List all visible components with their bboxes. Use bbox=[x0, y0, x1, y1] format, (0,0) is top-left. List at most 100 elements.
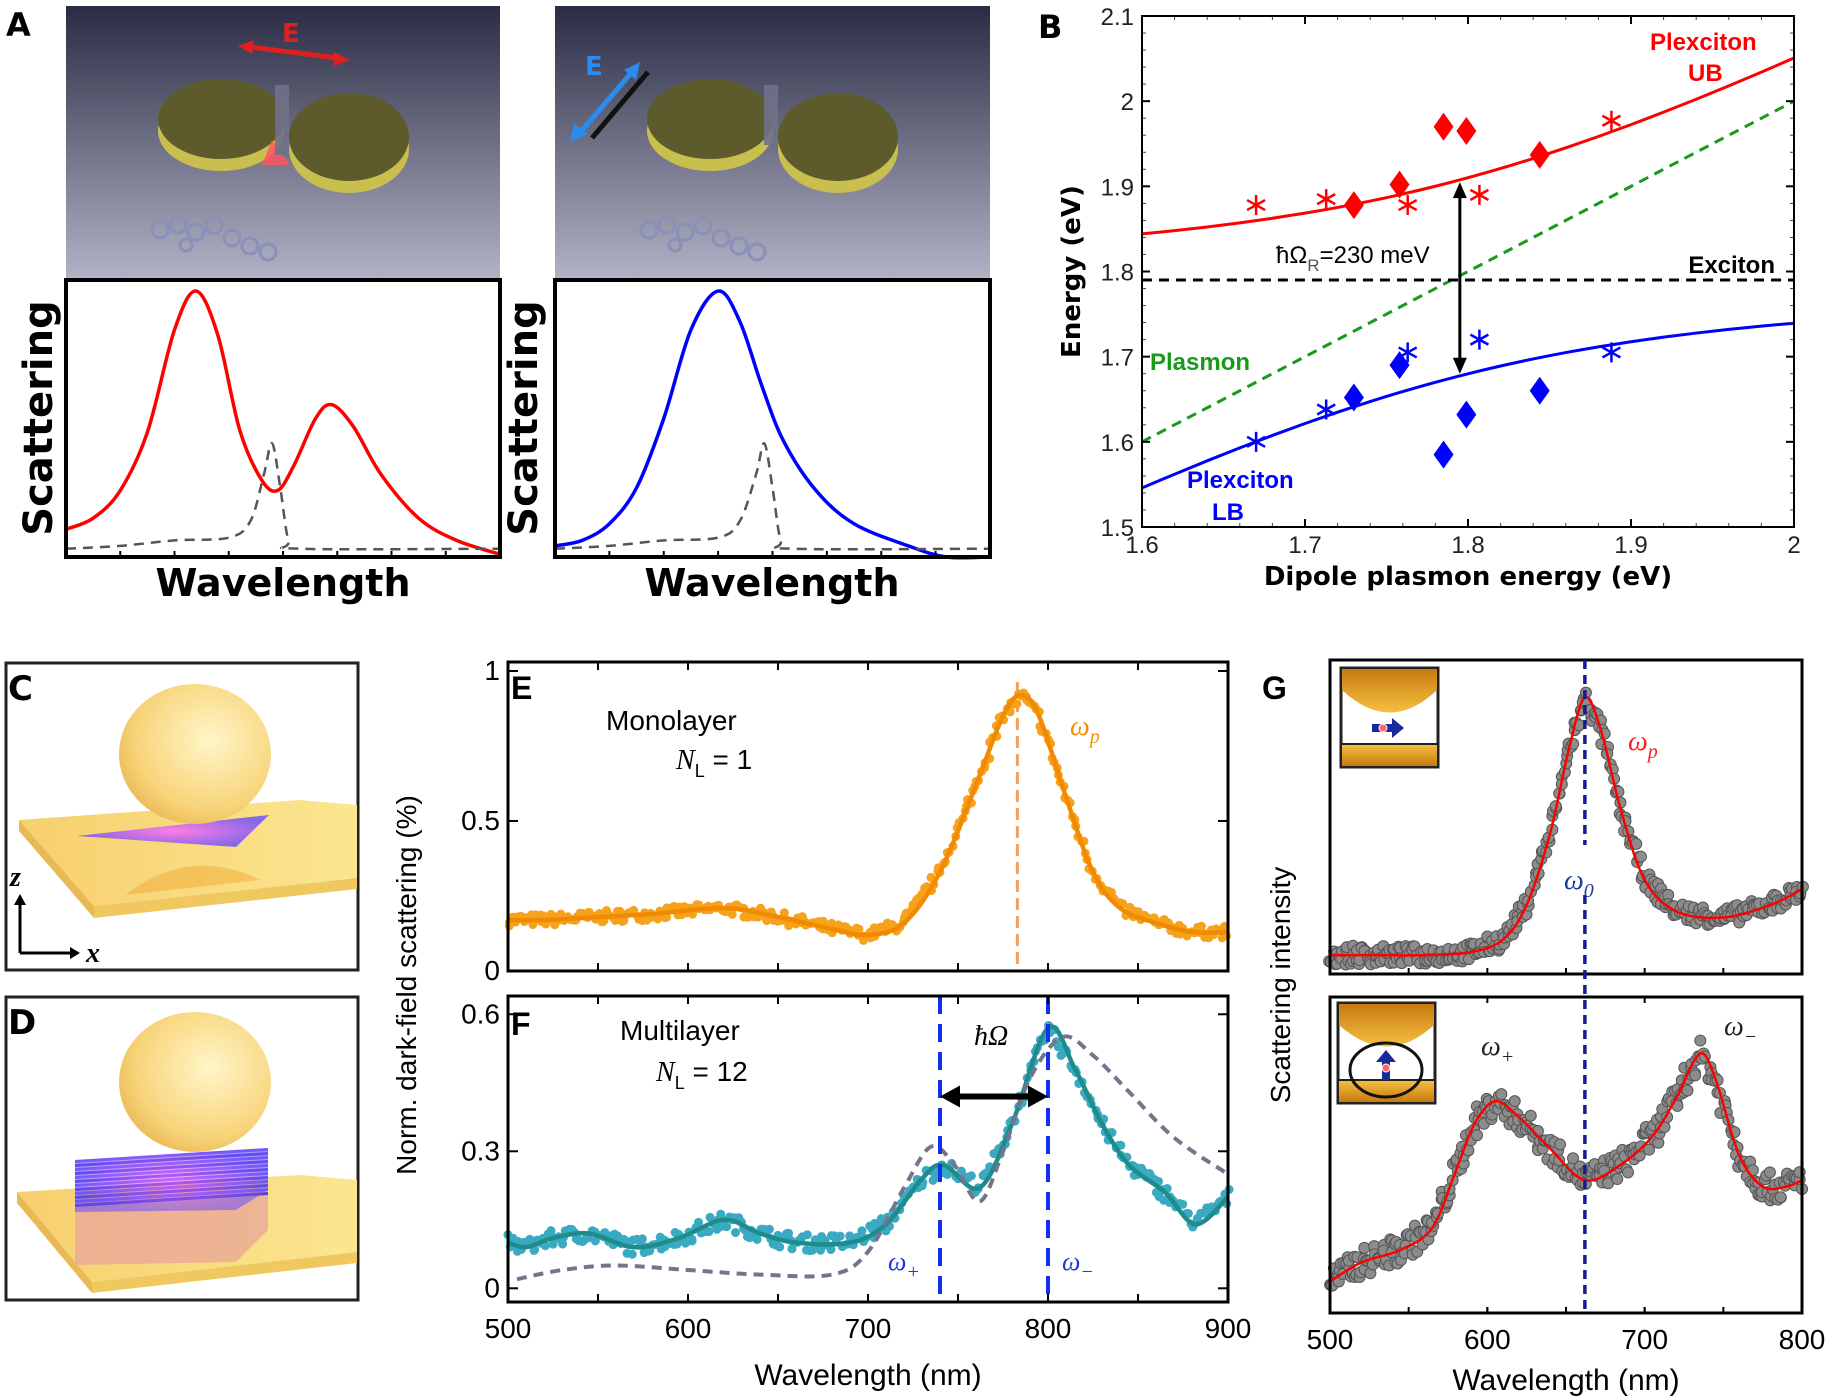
star-marker bbox=[1246, 195, 1266, 216]
y-axis-label: Scattering bbox=[501, 300, 547, 535]
gold-disk bbox=[778, 93, 898, 181]
x-tick-label: 800 bbox=[1025, 1313, 1072, 1344]
data-marker bbox=[752, 1234, 762, 1244]
plot-frame bbox=[1328, 658, 1804, 976]
arrow-head-icon bbox=[940, 1085, 960, 1108]
plot-frame bbox=[553, 278, 992, 559]
data-marker bbox=[942, 1169, 952, 1179]
gold-substrate bbox=[19, 800, 357, 906]
data-marker bbox=[854, 924, 864, 934]
star-stroke bbox=[1246, 435, 1266, 448]
panel-g: G 500 600 700 800 Scattering intensity Wave… bbox=[1262, 658, 1825, 1397]
data-marker bbox=[716, 1209, 726, 1219]
star-stroke bbox=[1316, 193, 1336, 206]
data-marker bbox=[826, 1245, 836, 1255]
data-marker bbox=[1358, 1241, 1371, 1254]
plot-background bbox=[1142, 16, 1794, 527]
fit-line bbox=[507, 1024, 1230, 1250]
y-tick-label: 1.7 bbox=[1101, 345, 1134, 372]
spectrum-chart-perpendicular bbox=[553, 278, 992, 560]
x-axis-label: Dipole plasmon energy (eV) bbox=[1264, 562, 1672, 592]
panel-label-e: E bbox=[511, 670, 532, 706]
data-marker bbox=[1689, 1069, 1702, 1082]
data-marker bbox=[784, 1228, 794, 1238]
data-marker bbox=[1053, 1042, 1063, 1052]
star-stroke bbox=[1601, 346, 1622, 359]
omega-plus-label: ω+ bbox=[888, 1247, 920, 1283]
plot-frame bbox=[64, 278, 502, 559]
substrate-edge bbox=[94, 878, 357, 918]
star-stroke bbox=[1601, 114, 1622, 127]
multilayer-title: Multilayer bbox=[620, 1015, 740, 1046]
molecule-icon bbox=[639, 215, 767, 262]
data-marker bbox=[1196, 921, 1206, 931]
x-tick-label: 1.8 bbox=[1451, 532, 1484, 559]
stack-glow bbox=[75, 1148, 268, 1212]
diamond-marker bbox=[1529, 376, 1550, 405]
multilayer-stack bbox=[75, 1148, 268, 1212]
x-tick-label: 1.6 bbox=[1125, 532, 1158, 559]
inset-vertical-dipole bbox=[1336, 1001, 1437, 1105]
x-tick-label: 600 bbox=[665, 1313, 712, 1344]
data-marker bbox=[1508, 1095, 1521, 1108]
panel-label-b: B bbox=[1038, 8, 1062, 46]
layer-count-label: NL = 12 bbox=[655, 1056, 748, 1093]
gold-disk bbox=[289, 93, 409, 181]
data-marker bbox=[762, 916, 772, 926]
data-marker bbox=[687, 1234, 697, 1244]
data-marker bbox=[926, 872, 936, 882]
x-tick-label: 800 bbox=[1779, 1324, 1825, 1355]
x-tick-label: 600 bbox=[1464, 1324, 1511, 1355]
molecule-in-gap bbox=[764, 85, 778, 145]
y-tick-label: 2 bbox=[1121, 89, 1134, 116]
x-tick-label: 1.9 bbox=[1614, 532, 1647, 559]
y-axis-label: Energy (eV) bbox=[1057, 185, 1087, 358]
data-marker bbox=[1554, 1138, 1567, 1151]
substrate-edge bbox=[19, 820, 94, 918]
substrate-edge bbox=[17, 1192, 92, 1293]
y-axis-label: Scattering bbox=[16, 300, 62, 535]
branch-line bbox=[1141, 56, 1795, 236]
data-marker bbox=[966, 1171, 976, 1181]
panel-label-a: A bbox=[6, 6, 31, 44]
x-tick-label: 500 bbox=[1307, 1324, 1354, 1355]
molecule-absorption-line bbox=[65, 442, 501, 551]
y-tick-label: 0.6 bbox=[461, 998, 500, 1029]
diamond-marker bbox=[1389, 351, 1410, 380]
ub-label-branch: UB bbox=[1688, 60, 1723, 87]
omega-minus-label: ω− bbox=[1062, 1247, 1094, 1283]
e-field-label: E bbox=[282, 19, 300, 49]
y-tick-label: 0 bbox=[484, 955, 500, 986]
omega-plus-label: ω+ bbox=[1481, 1031, 1514, 1068]
data-marker bbox=[1524, 1109, 1537, 1122]
splitting-label: ħΩ bbox=[974, 1021, 1008, 1052]
y-tick-label: 1.5 bbox=[1101, 515, 1134, 542]
gold-nanosphere bbox=[119, 684, 271, 824]
star-stroke bbox=[1246, 198, 1266, 212]
sphere-reflection bbox=[125, 865, 260, 895]
data-marker bbox=[694, 1217, 704, 1227]
e-field-arrow-icon bbox=[238, 40, 350, 66]
data-marker bbox=[1763, 1166, 1776, 1179]
data-marker bbox=[802, 1230, 812, 1240]
data-marker bbox=[1567, 1152, 1580, 1165]
x-tick-label: 900 bbox=[1205, 1313, 1252, 1344]
data-marker bbox=[1622, 1166, 1635, 1179]
y-tick-label: 1.9 bbox=[1101, 174, 1134, 201]
spectrum-chart-parallel bbox=[64, 278, 502, 559]
diamond-marker bbox=[1433, 112, 1454, 141]
panel-label-d: D bbox=[8, 1003, 36, 1043]
data-marker bbox=[1643, 1143, 1656, 1156]
panel-a: A E bbox=[6, 6, 992, 605]
panel-c-illustration: z x C bbox=[4, 661, 360, 972]
star-stroke bbox=[1469, 188, 1490, 201]
data-marker bbox=[775, 1242, 785, 1252]
x-tick-label: 700 bbox=[845, 1313, 892, 1344]
lb-label: Plexciton bbox=[1187, 467, 1294, 494]
plot-frame bbox=[1328, 995, 1804, 1315]
y-tick-label: 1 bbox=[484, 655, 500, 686]
omega-0-label: ω0 bbox=[1564, 865, 1594, 902]
omega-minus-label: ω− bbox=[1724, 1011, 1757, 1048]
